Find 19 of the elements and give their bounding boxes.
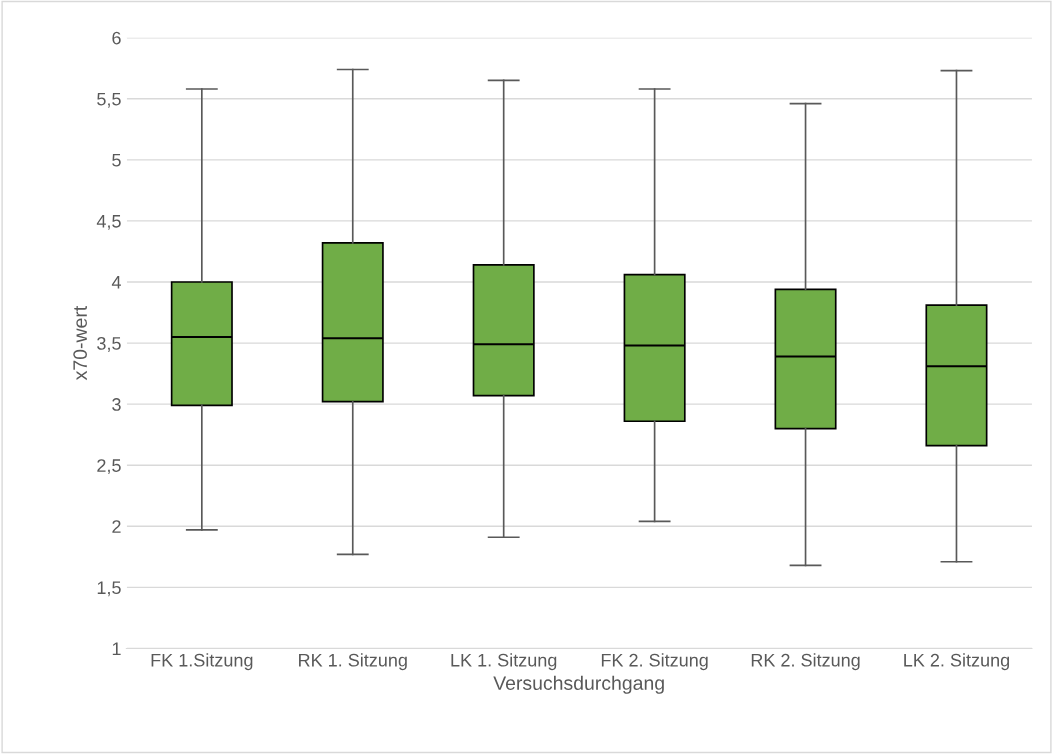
x-tick-label: LK 1. Sitzung	[451, 653, 557, 671]
y-tick-label: 4,5	[96, 215, 121, 230]
x-tick-label: RK 2. Sitzung	[751, 653, 860, 671]
y-tick-label: 1	[112, 642, 121, 655]
y-tick-label: 3	[112, 398, 121, 411]
y-tick-label: 2	[112, 520, 121, 533]
x-tick-label: RK 1. Sitzung	[299, 653, 407, 671]
y-tick-label: 3,5	[97, 337, 121, 352]
x-tick-label: FK 1.Sitzung	[151, 653, 253, 671]
y-tick-label: 5	[112, 153, 121, 167]
y-tick-label: 5,5	[97, 92, 121, 108]
y-axis-title: x70-wert	[73, 305, 87, 381]
x-axis-title: Versuchsdurchgang	[493, 675, 664, 694]
y-tick-label: 1,5	[97, 581, 121, 597]
y-tick-label: 4	[111, 276, 121, 289]
x-tick-label: LK 2. Sitzung	[904, 653, 1010, 671]
x-tick-label: FK 2. Sitzung	[601, 653, 708, 671]
y-tick-label: 2,5	[97, 459, 121, 475]
y-tick-label: 6	[112, 31, 121, 45]
